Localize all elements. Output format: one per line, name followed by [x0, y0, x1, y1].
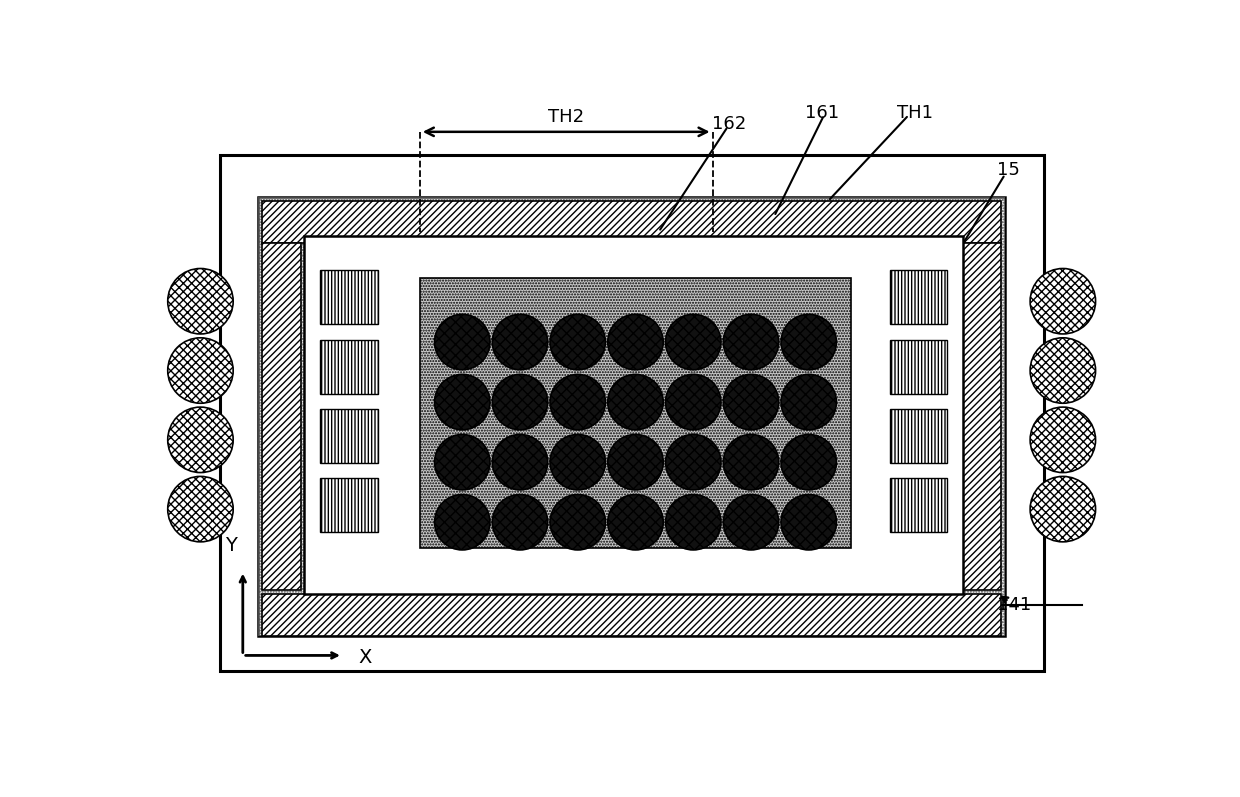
Ellipse shape [167, 407, 233, 473]
Bar [889, 270, 947, 324]
Text: 15: 15 [997, 161, 1021, 179]
Bar [320, 478, 377, 532]
Ellipse shape [551, 434, 605, 490]
Bar [320, 270, 377, 324]
Text: 161: 161 [805, 104, 839, 122]
Bar [262, 243, 300, 590]
Text: 162: 162 [713, 115, 746, 133]
Ellipse shape [434, 494, 490, 550]
Text: Y: Y [226, 536, 237, 556]
Ellipse shape [434, 434, 490, 490]
Bar [320, 340, 377, 394]
Bar [420, 278, 851, 548]
Ellipse shape [434, 375, 490, 430]
Ellipse shape [666, 434, 720, 490]
Ellipse shape [666, 375, 720, 430]
Ellipse shape [1030, 269, 1096, 334]
Bar [889, 409, 947, 463]
Text: X: X [358, 648, 372, 667]
Bar [962, 243, 1001, 590]
Ellipse shape [723, 375, 779, 430]
Bar [889, 478, 947, 532]
Ellipse shape [781, 494, 837, 550]
Ellipse shape [167, 269, 233, 334]
Bar [320, 409, 377, 463]
Ellipse shape [492, 494, 548, 550]
Text: TH2: TH2 [548, 108, 584, 126]
Bar [258, 198, 1006, 636]
Ellipse shape [1030, 338, 1096, 403]
Ellipse shape [666, 494, 720, 550]
Ellipse shape [723, 494, 779, 550]
Ellipse shape [1030, 477, 1096, 542]
Bar [262, 594, 1001, 636]
Ellipse shape [1030, 407, 1096, 473]
Ellipse shape [551, 494, 605, 550]
Text: 141: 141 [997, 596, 1032, 614]
Ellipse shape [608, 434, 663, 490]
Bar [219, 155, 1044, 671]
Ellipse shape [666, 314, 720, 370]
Bar [889, 340, 947, 394]
Text: TH1: TH1 [898, 104, 934, 122]
Ellipse shape [608, 314, 663, 370]
Bar [304, 236, 962, 594]
Ellipse shape [781, 375, 837, 430]
Ellipse shape [781, 434, 837, 490]
Ellipse shape [492, 375, 548, 430]
Ellipse shape [723, 434, 779, 490]
Ellipse shape [551, 375, 605, 430]
Ellipse shape [492, 434, 548, 490]
Ellipse shape [723, 314, 779, 370]
Ellipse shape [608, 494, 663, 550]
Ellipse shape [608, 375, 663, 430]
Ellipse shape [492, 314, 548, 370]
Ellipse shape [551, 314, 605, 370]
Bar [262, 201, 1001, 243]
Bar [258, 198, 1006, 636]
Ellipse shape [167, 338, 233, 403]
Ellipse shape [781, 314, 837, 370]
Ellipse shape [167, 477, 233, 542]
Ellipse shape [434, 314, 490, 370]
